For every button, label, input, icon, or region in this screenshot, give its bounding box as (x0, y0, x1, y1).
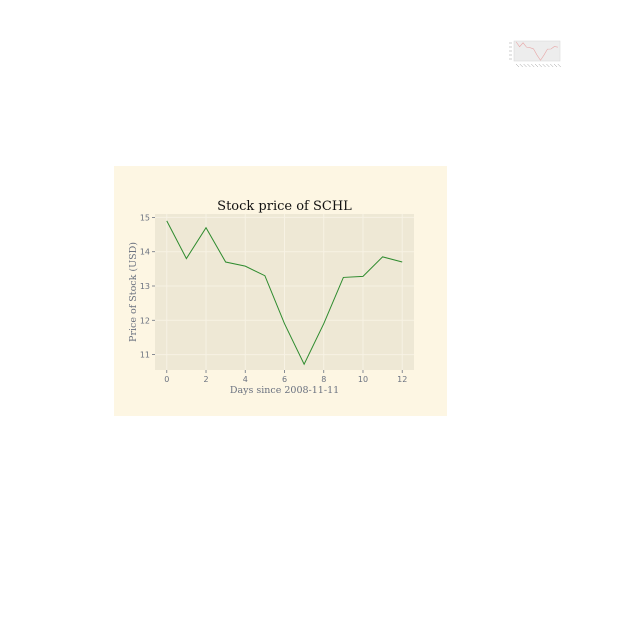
thumbnail-plot-area (513, 40, 561, 62)
thumbnail-chart-image (509, 40, 561, 68)
y-tick-label: 12 (140, 316, 150, 325)
thumbnail-tick-label (519, 63, 523, 68)
x-tick-label: 4 (243, 375, 248, 384)
series-line (166, 220, 403, 366)
y-tick-label: 15 (140, 213, 150, 222)
grid-lines (155, 214, 414, 370)
y-tick-label: 11 (140, 351, 150, 360)
thumbnail-tick-label (542, 63, 546, 68)
thumbnail-tick-label (523, 63, 527, 68)
x-tick-label: 0 (164, 375, 169, 384)
x-tick-label: 8 (321, 375, 326, 384)
thumbnail-tick-label (553, 63, 558, 68)
chart-title: Stock price of SCHL (217, 199, 352, 214)
x-tick-label: 10 (358, 375, 368, 384)
x-axis-label: Days since 2008-11-11 (230, 385, 339, 396)
thumbnail-tick-label (550, 63, 554, 68)
y-axis-label: Price of Stock (USD) (128, 242, 139, 342)
series-layer (166, 220, 403, 366)
x-tick-label: 12 (397, 375, 407, 384)
thumbnail-series-line (515, 41, 558, 61)
chart-figure: 0 2 4 6 8 10 12 11 12 13 14 15 Stock price of SCHL … (114, 166, 447, 416)
thumbnail-tick-label (527, 63, 531, 68)
y-tick-label: 14 (140, 248, 150, 257)
thumbnail-tick-label (534, 63, 539, 68)
thumbnail-tick-label (557, 63, 561, 68)
axis-ticks: 0 2 4 6 8 10 12 11 12 13 14 15 (140, 213, 408, 384)
thumbnail-tick-label (531, 63, 535, 68)
x-tick-label: 2 (203, 375, 208, 384)
y-tick-label: 13 (140, 282, 150, 291)
thumbnail-tick-label (546, 63, 550, 68)
thumbnail-tick-label (538, 63, 542, 68)
thumbnail-tick-label (515, 63, 520, 68)
x-tick-label: 6 (282, 375, 287, 384)
chart-thumbnail (508, 38, 562, 72)
